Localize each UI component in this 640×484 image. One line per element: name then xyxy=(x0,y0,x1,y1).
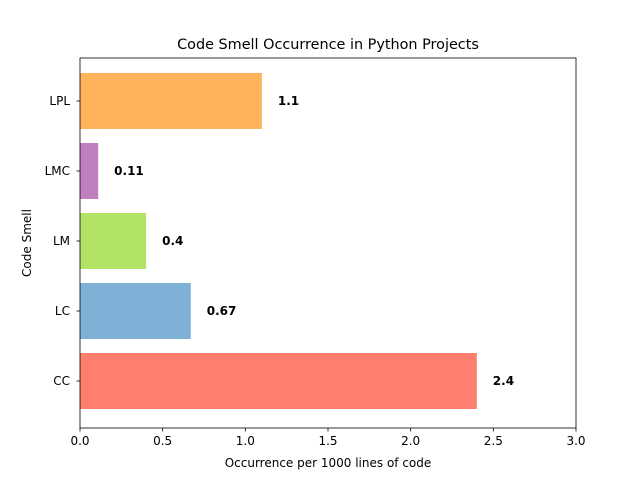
bar-lm xyxy=(80,213,147,269)
bar-cc xyxy=(80,353,477,409)
chart-title: Code Smell Occurrence in Python Projects xyxy=(177,37,479,53)
x-tick-label: 0.5 xyxy=(153,434,172,448)
x-tick-label: 1.5 xyxy=(318,434,337,448)
data-label-lmc: 0.11 xyxy=(114,164,144,178)
data-label-lm: 0.4 xyxy=(162,234,183,248)
y-axis-ticks: CC LC LM LMC LPL xyxy=(45,94,80,388)
x-tick-label: 1.0 xyxy=(236,434,255,448)
bar-lc xyxy=(80,283,191,339)
x-tick-label: 2.0 xyxy=(401,434,420,448)
y-tick-label-lm: LM xyxy=(53,234,70,248)
bar-lpl xyxy=(80,73,262,129)
y-tick-label-lpl: LPL xyxy=(49,94,70,108)
data-label-cc: 2.4 xyxy=(493,374,514,388)
data-label-lpl: 1.1 xyxy=(278,94,299,108)
bars-layer xyxy=(80,73,477,409)
x-axis-label: Occurrence per 1000 lines of code xyxy=(225,456,432,470)
x-tick-label: 3.0 xyxy=(566,434,585,448)
data-label-lc: 0.67 xyxy=(207,304,237,318)
x-axis-ticks: 0.0 0.5 1.0 1.5 2.0 2.5 3.0 xyxy=(70,428,586,448)
y-tick-label-lmc: LMC xyxy=(45,164,70,178)
y-tick-label-cc: CC xyxy=(53,374,70,388)
y-axis-label: Code Smell xyxy=(20,209,34,277)
data-labels-layer: 2.4 0.67 0.4 0.11 1.1 xyxy=(114,94,514,388)
bar-lmc xyxy=(80,143,99,199)
plot-frame xyxy=(79,57,577,429)
x-tick-label: 2.5 xyxy=(484,434,503,448)
x-tick-label: 0.0 xyxy=(70,434,89,448)
y-tick-label-lc: LC xyxy=(55,304,70,318)
